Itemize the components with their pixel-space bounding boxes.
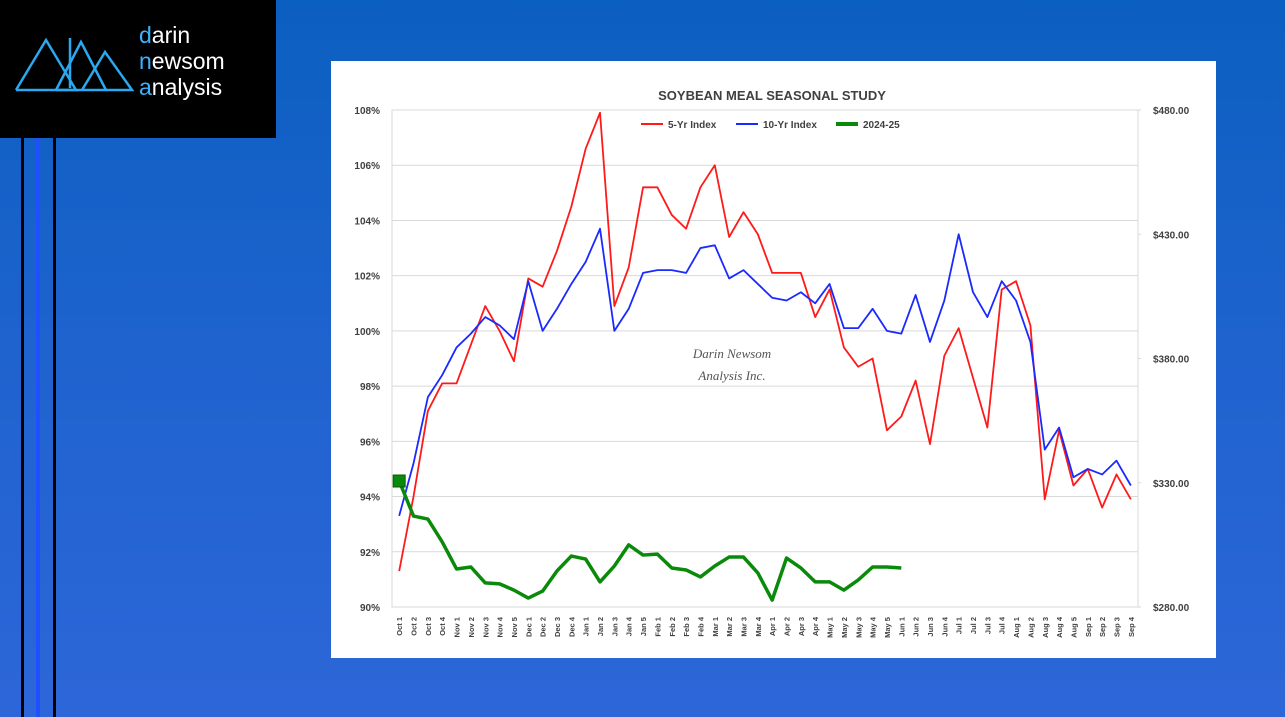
logo-icon [14,37,135,92]
x-tick-label: Sep 2 [1098,617,1107,637]
x-tick-label: Nov 3 [481,617,490,637]
series-line [397,480,902,602]
plot-border [391,109,1139,608]
x-tick-label: Jul 2 [969,617,978,634]
x-tick-label: Feb 2 [668,617,677,637]
logo-word: newsom [139,48,225,74]
x-tick-label: Oct 2 [410,617,419,636]
x-tick-label: Apr 4 [811,616,820,636]
x-tick-label: Jun 2 [912,617,921,637]
y-tick-label: 90% [360,603,380,614]
x-tick-label: May 1 [826,617,835,638]
chart-panel: SOYBEAN MEAL SEASONAL STUDY 90% 92% 94% 96%… [331,61,1216,658]
x-tick-label: Mar 1 [711,617,720,637]
x-tick-label: May 5 [883,617,892,638]
legend-label: 5-Yr Index [668,120,717,131]
series-line [398,227,1132,517]
y2-tick-label: $380.00 [1153,355,1190,366]
x-tick-label: Jun 1 [897,617,906,637]
logo-word: analysis [139,74,223,100]
x-tick-label: Mar 2 [725,617,734,637]
y-tick-label: 96% [360,437,380,448]
y-tick-label: 106% [354,161,380,172]
x-tick-label: Jul 3 [983,617,992,634]
x-tick-label: Aug 1 [1012,617,1021,638]
x-tick-label: Apr 1 [768,617,777,636]
x-tick-label: May 2 [840,617,849,638]
y-tick-label: 104% [354,216,380,227]
x-tick-label: Nov 4 [496,616,505,637]
watermark: Analysis Inc. [697,368,765,383]
y2-tick-label: $480.00 [1153,106,1190,117]
x-tick-label: Apr 2 [783,617,792,636]
x-tick-label: Feb 4 [696,616,705,636]
x-tick-label: Nov 2 [467,617,476,637]
x-tick-label: Dec 2 [539,617,548,637]
x-tick-label: Sep 3 [1112,617,1121,637]
legend-label: 10-Yr Index [763,120,817,131]
x-tick-label: Jun 4 [940,616,949,636]
x-tick-label: Aug 3 [1041,617,1050,638]
x-tick-label: Jul 1 [955,617,964,634]
x-tick-label: Feb 3 [682,617,691,637]
x-tick-label: Aug 5 [1069,617,1078,638]
x-tick-label: Jun 3 [926,617,935,637]
x-tick-label: Feb 1 [653,617,662,637]
x-tick-label: Oct 4 [438,616,447,636]
x-tick-label: Dec 1 [524,617,533,637]
x-tick-label: Jan 2 [596,617,605,636]
x-tick-label: Sep 1 [1084,617,1093,637]
y-tick-label: 102% [354,272,380,283]
series-line [398,111,1132,572]
x-tick-label: Jan 5 [639,617,648,636]
y-tick-label: 98% [360,382,380,393]
x-tick-label: Oct 3 [424,617,433,636]
y2-tick-label: $430.00 [1153,230,1190,241]
x-tick-label: Mar 3 [739,617,748,637]
y2-tick-label: $330.00 [1153,479,1190,490]
x-tick-label: Mar 4 [754,616,763,636]
y-tick-label: 94% [360,493,380,504]
chart: SOYBEAN MEAL SEASONAL STUDY 90% 92% 94% 96%… [354,88,1190,638]
x-tick-label: Nov 1 [453,617,462,637]
watermark: Darin Newsom [692,346,771,361]
series-marker [392,474,406,488]
x-tick-label: Aug 4 [1055,616,1064,638]
x-tick-label: Aug 2 [1026,617,1035,638]
decor-line [21,138,24,717]
x-tick-label: Dec 3 [553,617,562,637]
x-tick-label: Jan 4 [625,616,634,636]
x-tick-label: Jul 4 [998,616,1007,634]
decor-line [53,138,56,717]
logo-word: darin [139,22,191,48]
decor-line [36,138,40,717]
x-tick-label: Oct 1 [395,617,404,636]
y2-tick-label: $280.00 [1153,603,1190,614]
y-tick-label: 108% [354,106,380,117]
x-tick-label: Jan 3 [610,617,619,636]
x-tick-label: Sep 4 [1127,616,1136,637]
chart-title: SOYBEAN MEAL SEASONAL STUDY [658,88,886,103]
x-tick-label: Jan 1 [582,617,591,636]
x-tick-label: Nov 5 [510,617,519,637]
x-tick-label: May 4 [869,616,878,638]
logo: darin newsom analysis [0,0,276,138]
x-tick-label: May 3 [854,617,863,638]
x-tick-label: Dec 4 [567,616,576,637]
y-tick-label: 92% [360,548,380,559]
y-tick-label: 100% [354,327,380,338]
x-tick-label: Apr 3 [797,617,806,636]
legend-label: 2024-25 [863,120,900,131]
